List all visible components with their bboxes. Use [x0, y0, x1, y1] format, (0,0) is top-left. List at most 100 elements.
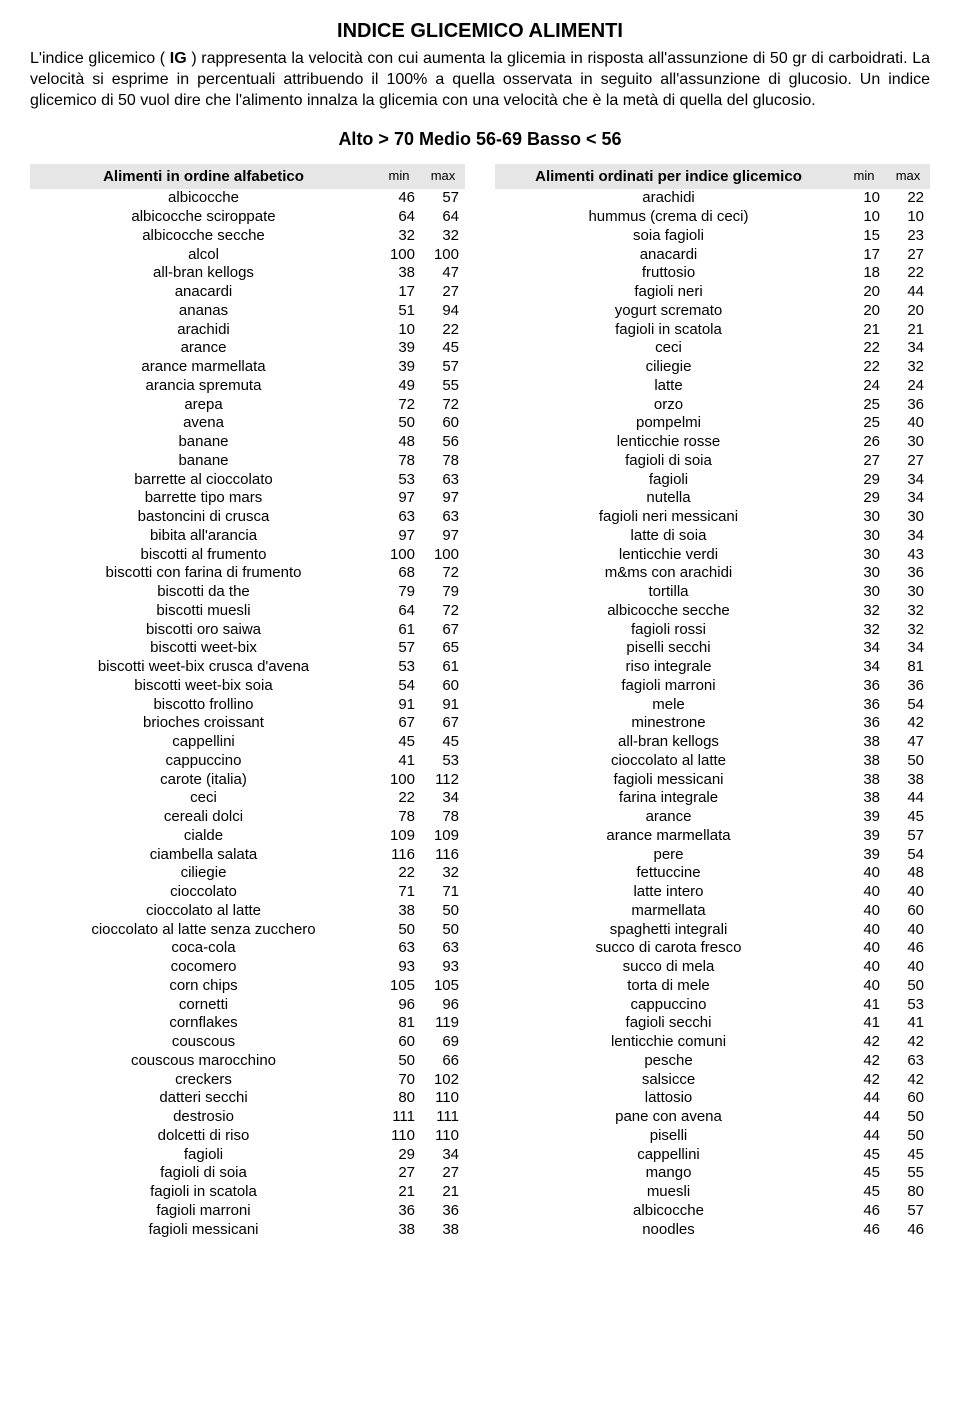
min-value: 44	[842, 1127, 886, 1146]
max-value: 60	[421, 677, 465, 696]
min-value: 30	[842, 527, 886, 546]
food-name: fagioli messicani	[495, 771, 842, 790]
min-value: 29	[377, 1146, 421, 1165]
min-value: 40	[842, 977, 886, 996]
max-value: 72	[421, 602, 465, 621]
min-value: 91	[377, 696, 421, 715]
table-by-index: Alimenti ordinati per indice glicemico m…	[495, 164, 930, 1239]
min-value: 20	[842, 283, 886, 302]
table-row: marmellata4060	[495, 902, 930, 921]
food-name: bibita all'arancia	[30, 527, 377, 546]
food-name: succo di mela	[495, 958, 842, 977]
food-name: fagioli marroni	[30, 1202, 377, 1221]
food-name: piselli	[495, 1127, 842, 1146]
food-name: spaghetti integrali	[495, 921, 842, 940]
food-name: fagioli marroni	[495, 677, 842, 696]
food-name: fruttosio	[495, 264, 842, 283]
food-name: fagioli	[30, 1146, 377, 1165]
legend: Alto > 70 Medio 56-69 Basso < 56	[30, 129, 930, 150]
table-row: barrette al cioccolato5363	[30, 471, 465, 490]
table-row: hummus (crema di ceci)1010	[495, 208, 930, 227]
min-value: 53	[377, 658, 421, 677]
max-value: 109	[421, 827, 465, 846]
max-value: 43	[886, 546, 930, 565]
min-value: 38	[842, 789, 886, 808]
food-name: fettuccine	[495, 864, 842, 883]
table-row: cioccolato al latte3850	[30, 902, 465, 921]
max-value: 36	[886, 677, 930, 696]
min-value: 32	[377, 227, 421, 246]
table-row: ciambella salata116116	[30, 846, 465, 865]
max-value: 80	[886, 1183, 930, 1202]
max-value: 36	[886, 564, 930, 583]
table-row: lenticchie verdi3043	[495, 546, 930, 565]
max-value: 97	[421, 489, 465, 508]
table-row: pompelmi2540	[495, 414, 930, 433]
max-value: 23	[886, 227, 930, 246]
max-value: 50	[886, 1108, 930, 1127]
min-value: 44	[842, 1108, 886, 1127]
food-name: bastoncini di crusca	[30, 508, 377, 527]
max-value: 110	[421, 1089, 465, 1108]
min-value: 46	[842, 1202, 886, 1221]
min-value: 39	[842, 808, 886, 827]
food-name: ciliegie	[30, 864, 377, 883]
food-name: mango	[495, 1164, 842, 1183]
min-value: 34	[842, 639, 886, 658]
min-value: 22	[842, 358, 886, 377]
min-value: 100	[377, 246, 421, 265]
food-name: riso integrale	[495, 658, 842, 677]
table-row: albicocche4657	[30, 189, 465, 208]
left-max-label: max	[421, 164, 465, 189]
table-row: cappellini4545	[495, 1146, 930, 1165]
table-row: biscotti weet-bix soia5460	[30, 677, 465, 696]
table-row: arancia spremuta4955	[30, 377, 465, 396]
min-value: 70	[377, 1071, 421, 1090]
max-value: 44	[886, 283, 930, 302]
right-header: Alimenti ordinati per indice glicemico	[495, 164, 842, 189]
max-value: 60	[421, 414, 465, 433]
table-row: ciliegie2232	[495, 358, 930, 377]
food-name: arance marmellata	[495, 827, 842, 846]
food-name: fagioli neri	[495, 283, 842, 302]
min-value: 22	[377, 864, 421, 883]
table-row: biscotti al frumento100100	[30, 546, 465, 565]
min-value: 36	[377, 1202, 421, 1221]
max-value: 27	[421, 283, 465, 302]
min-value: 79	[377, 583, 421, 602]
food-name: ciliegie	[495, 358, 842, 377]
max-value: 63	[886, 1052, 930, 1071]
food-name: fagioli rossi	[495, 621, 842, 640]
min-value: 22	[377, 789, 421, 808]
min-value: 18	[842, 264, 886, 283]
max-value: 50	[886, 1127, 930, 1146]
max-value: 32	[886, 358, 930, 377]
min-value: 64	[377, 208, 421, 227]
min-value: 50	[377, 921, 421, 940]
food-name: lenticchie verdi	[495, 546, 842, 565]
food-name: corn chips	[30, 977, 377, 996]
min-value: 38	[842, 733, 886, 752]
min-value: 36	[842, 714, 886, 733]
food-name: pesche	[495, 1052, 842, 1071]
min-value: 26	[842, 433, 886, 452]
food-name: fagioli in scatola	[495, 321, 842, 340]
left-header: Alimenti in ordine alfabetico	[30, 164, 377, 189]
food-name: biscotto frollino	[30, 696, 377, 715]
max-value: 40	[886, 921, 930, 940]
min-value: 42	[842, 1033, 886, 1052]
food-name: arance marmellata	[30, 358, 377, 377]
table-row: barrette tipo mars9797	[30, 489, 465, 508]
food-name: nutella	[495, 489, 842, 508]
max-value: 45	[421, 339, 465, 358]
min-value: 48	[377, 433, 421, 452]
food-name: cornflakes	[30, 1014, 377, 1033]
min-value: 24	[842, 377, 886, 396]
table-row: biscotti oro saiwa6167	[30, 621, 465, 640]
food-name: cornetti	[30, 996, 377, 1015]
food-name: hummus (crema di ceci)	[495, 208, 842, 227]
max-value: 34	[886, 471, 930, 490]
table-row: lattosio4460	[495, 1089, 930, 1108]
max-value: 30	[886, 583, 930, 602]
food-name: pompelmi	[495, 414, 842, 433]
